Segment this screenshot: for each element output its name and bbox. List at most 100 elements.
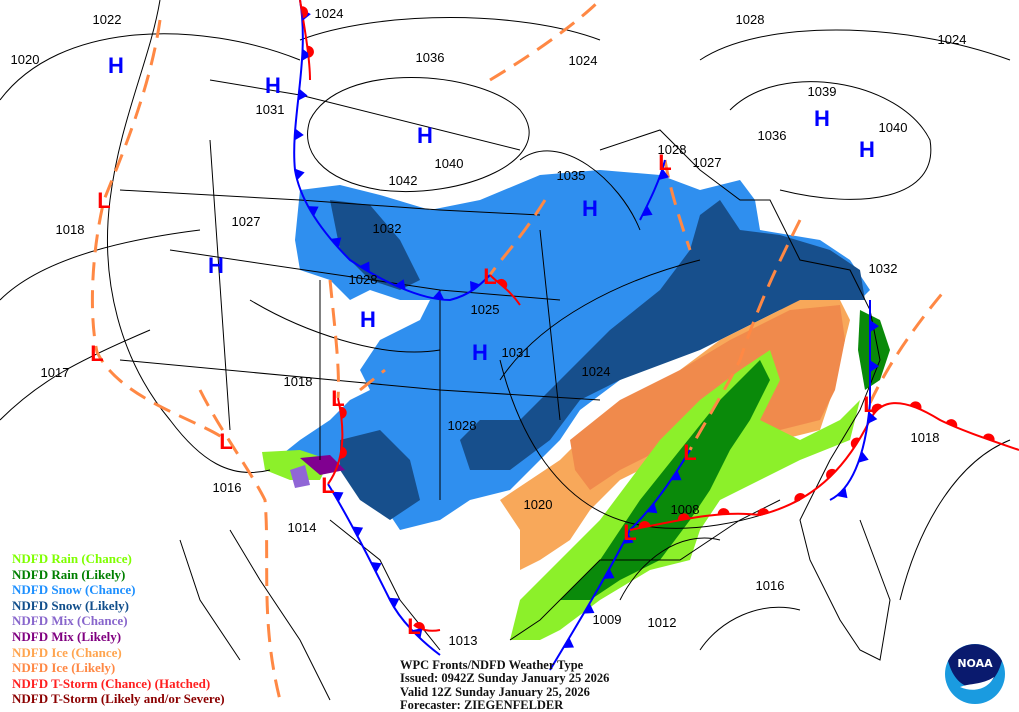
mix-likely-area — [300, 455, 345, 475]
snow-likely-area — [340, 430, 420, 520]
snow-likely-area — [330, 200, 420, 290]
cold-front — [549, 159, 691, 671]
low-pressure-center: L — [623, 520, 636, 545]
cold-front-triangle-icon — [858, 451, 869, 463]
low-pressure-center: L — [683, 440, 696, 465]
high-pressure-center: H — [360, 307, 376, 332]
warm-front-semicircle-icon — [413, 622, 425, 631]
warm-front-semicircle-icon — [638, 521, 651, 529]
legend-item-ice-likely: NDFD Ice (Likely) — [12, 660, 116, 676]
isobar-label: 1024 — [938, 32, 967, 47]
cold-front-triangle-icon — [411, 628, 423, 639]
isobar-label: 1036 — [416, 50, 445, 65]
legend-item-rain-chance: NDFD Rain (Chance) — [12, 551, 132, 566]
low-pressure-center: L — [90, 341, 103, 366]
cold-front-triangle-icon — [470, 280, 481, 292]
cold-front-triangle-icon — [583, 603, 595, 614]
high-pressure-center: H — [265, 73, 281, 98]
cold-front — [829, 300, 871, 501]
cold-front — [293, 0, 491, 302]
precip-areas — [262, 170, 890, 640]
isobar-label: 1032 — [373, 221, 402, 236]
isobar-label: 1017 — [41, 365, 70, 380]
legend-item-tstorm-likely: NDFD T-Storm (Likely and/or Severe) — [12, 691, 225, 707]
legend-item-mix-likely: NDFD Mix (Likely) — [12, 628, 122, 644]
high-pressure-center: H — [108, 53, 124, 78]
low-pressure-center: L — [321, 473, 334, 498]
legend-item-ice-chance: NDFD Ice (Chance) — [12, 644, 122, 660]
warm-front-semicircle-icon — [850, 437, 861, 449]
rain-likely-area — [858, 310, 890, 390]
cold-front-triangle-icon — [359, 261, 370, 273]
warm-front — [299, 0, 521, 306]
cold-front-triangle-icon — [641, 205, 653, 217]
isobar-label: 1024 — [569, 53, 598, 68]
cold-front-triangle-icon — [870, 320, 879, 333]
isobar-label: 1028 — [658, 142, 687, 157]
low-pressure-center: L — [219, 429, 232, 454]
high-pressure-center: H — [814, 106, 830, 131]
trough-lines — [90, 0, 947, 701]
isobar-label: 1014 — [288, 520, 317, 535]
cold-front-triangle-icon — [432, 290, 445, 300]
noaa-logo-icon: NOAA — [945, 644, 1005, 704]
isobar-label: 1031 — [256, 102, 285, 117]
cold-front-triangle-icon — [867, 411, 878, 424]
rain-likely-area — [560, 360, 770, 600]
warm-front-semicircle-icon — [339, 406, 347, 419]
isobar-label: 1016 — [213, 480, 242, 495]
high-pressure-center: H — [208, 253, 224, 278]
cold-front-triangle-icon — [298, 88, 308, 101]
warm-front-semicircle-icon — [757, 508, 770, 516]
isobar-label: 1013 — [449, 633, 478, 648]
isobar-label: 1028 — [736, 12, 765, 27]
isobar-label: 1012 — [648, 615, 677, 630]
isobar-label: 1024 — [582, 364, 611, 379]
isobar-labels: 1022 1020 1024 1036 1024 1028 1024 1039 1040 1036… — [11, 6, 967, 648]
isobar-label: 1042 — [389, 173, 418, 188]
mix-chance-area — [290, 465, 310, 488]
low-pressure-center: L — [97, 188, 110, 213]
low-pressure-center: L — [483, 264, 496, 289]
valid-time: Valid 12Z Sunday January 25, 2026 — [400, 684, 590, 699]
precip-legend: NDFD Rain (Chance) NDFD Rain (Likely) ND… — [12, 551, 225, 707]
issued-time: Issued: 0942Z Sunday January 25 2026 — [400, 671, 610, 686]
warm-front-semicircle-icon — [678, 513, 690, 521]
isobar-label: 1032 — [869, 261, 898, 276]
map-boundaries — [0, 0, 1011, 701]
cold-front-triangle-icon — [670, 470, 682, 481]
warm-front-semicircle-icon — [301, 6, 308, 19]
warm-front-semicircle-icon — [871, 403, 883, 414]
pressure-centers: H H H H H H H H H L L L L L L L L L L L — [90, 53, 876, 639]
isobar-label: 1031 — [502, 345, 531, 360]
cold-front-triangle-icon — [330, 237, 342, 248]
cold-front-triangle-icon — [388, 597, 400, 609]
warm-front-semicircle-icon — [945, 419, 958, 428]
isobar-label: 1040 — [435, 156, 464, 171]
cold-front-triangle-icon — [603, 568, 615, 579]
isobar-label: 1027 — [693, 155, 722, 170]
cold-front-triangle-icon — [307, 206, 319, 217]
cold-front-triangle-icon — [870, 360, 879, 373]
isobar-label: 1008 — [671, 502, 700, 517]
warm-front-semicircle-icon — [307, 45, 314, 58]
legend-item-snow-likely: NDFD Snow (Likely) — [12, 597, 130, 613]
cold-front-triangle-icon — [658, 168, 670, 180]
cold-front-triangle-icon — [370, 561, 382, 573]
isobar-label: 1025 — [471, 302, 500, 317]
map-info: WPC Fronts/NDFD Weather Type Issued: 094… — [400, 658, 610, 712]
isobar-label: 1018 — [56, 222, 85, 237]
warm-front-semicircle-icon — [496, 278, 508, 289]
cold-front-triangle-icon — [646, 502, 658, 514]
isobar-label: 1039 — [808, 84, 837, 99]
cold-front-triangle-icon — [294, 128, 304, 141]
warm-front-semicircle-icon — [909, 401, 922, 410]
high-pressure-center: H — [472, 340, 488, 365]
warm-front-semicircle-icon — [794, 493, 806, 503]
low-pressure-center: L — [863, 392, 876, 417]
isobar-label: 1035 — [557, 168, 586, 183]
legend-item-snow-chance: NDFD Snow (Chance) — [12, 582, 136, 598]
cold-front-triangle-icon — [394, 279, 406, 290]
legend-item-tstorm-chance: NDFD T-Storm (Chance) (Hatched) — [12, 675, 211, 691]
